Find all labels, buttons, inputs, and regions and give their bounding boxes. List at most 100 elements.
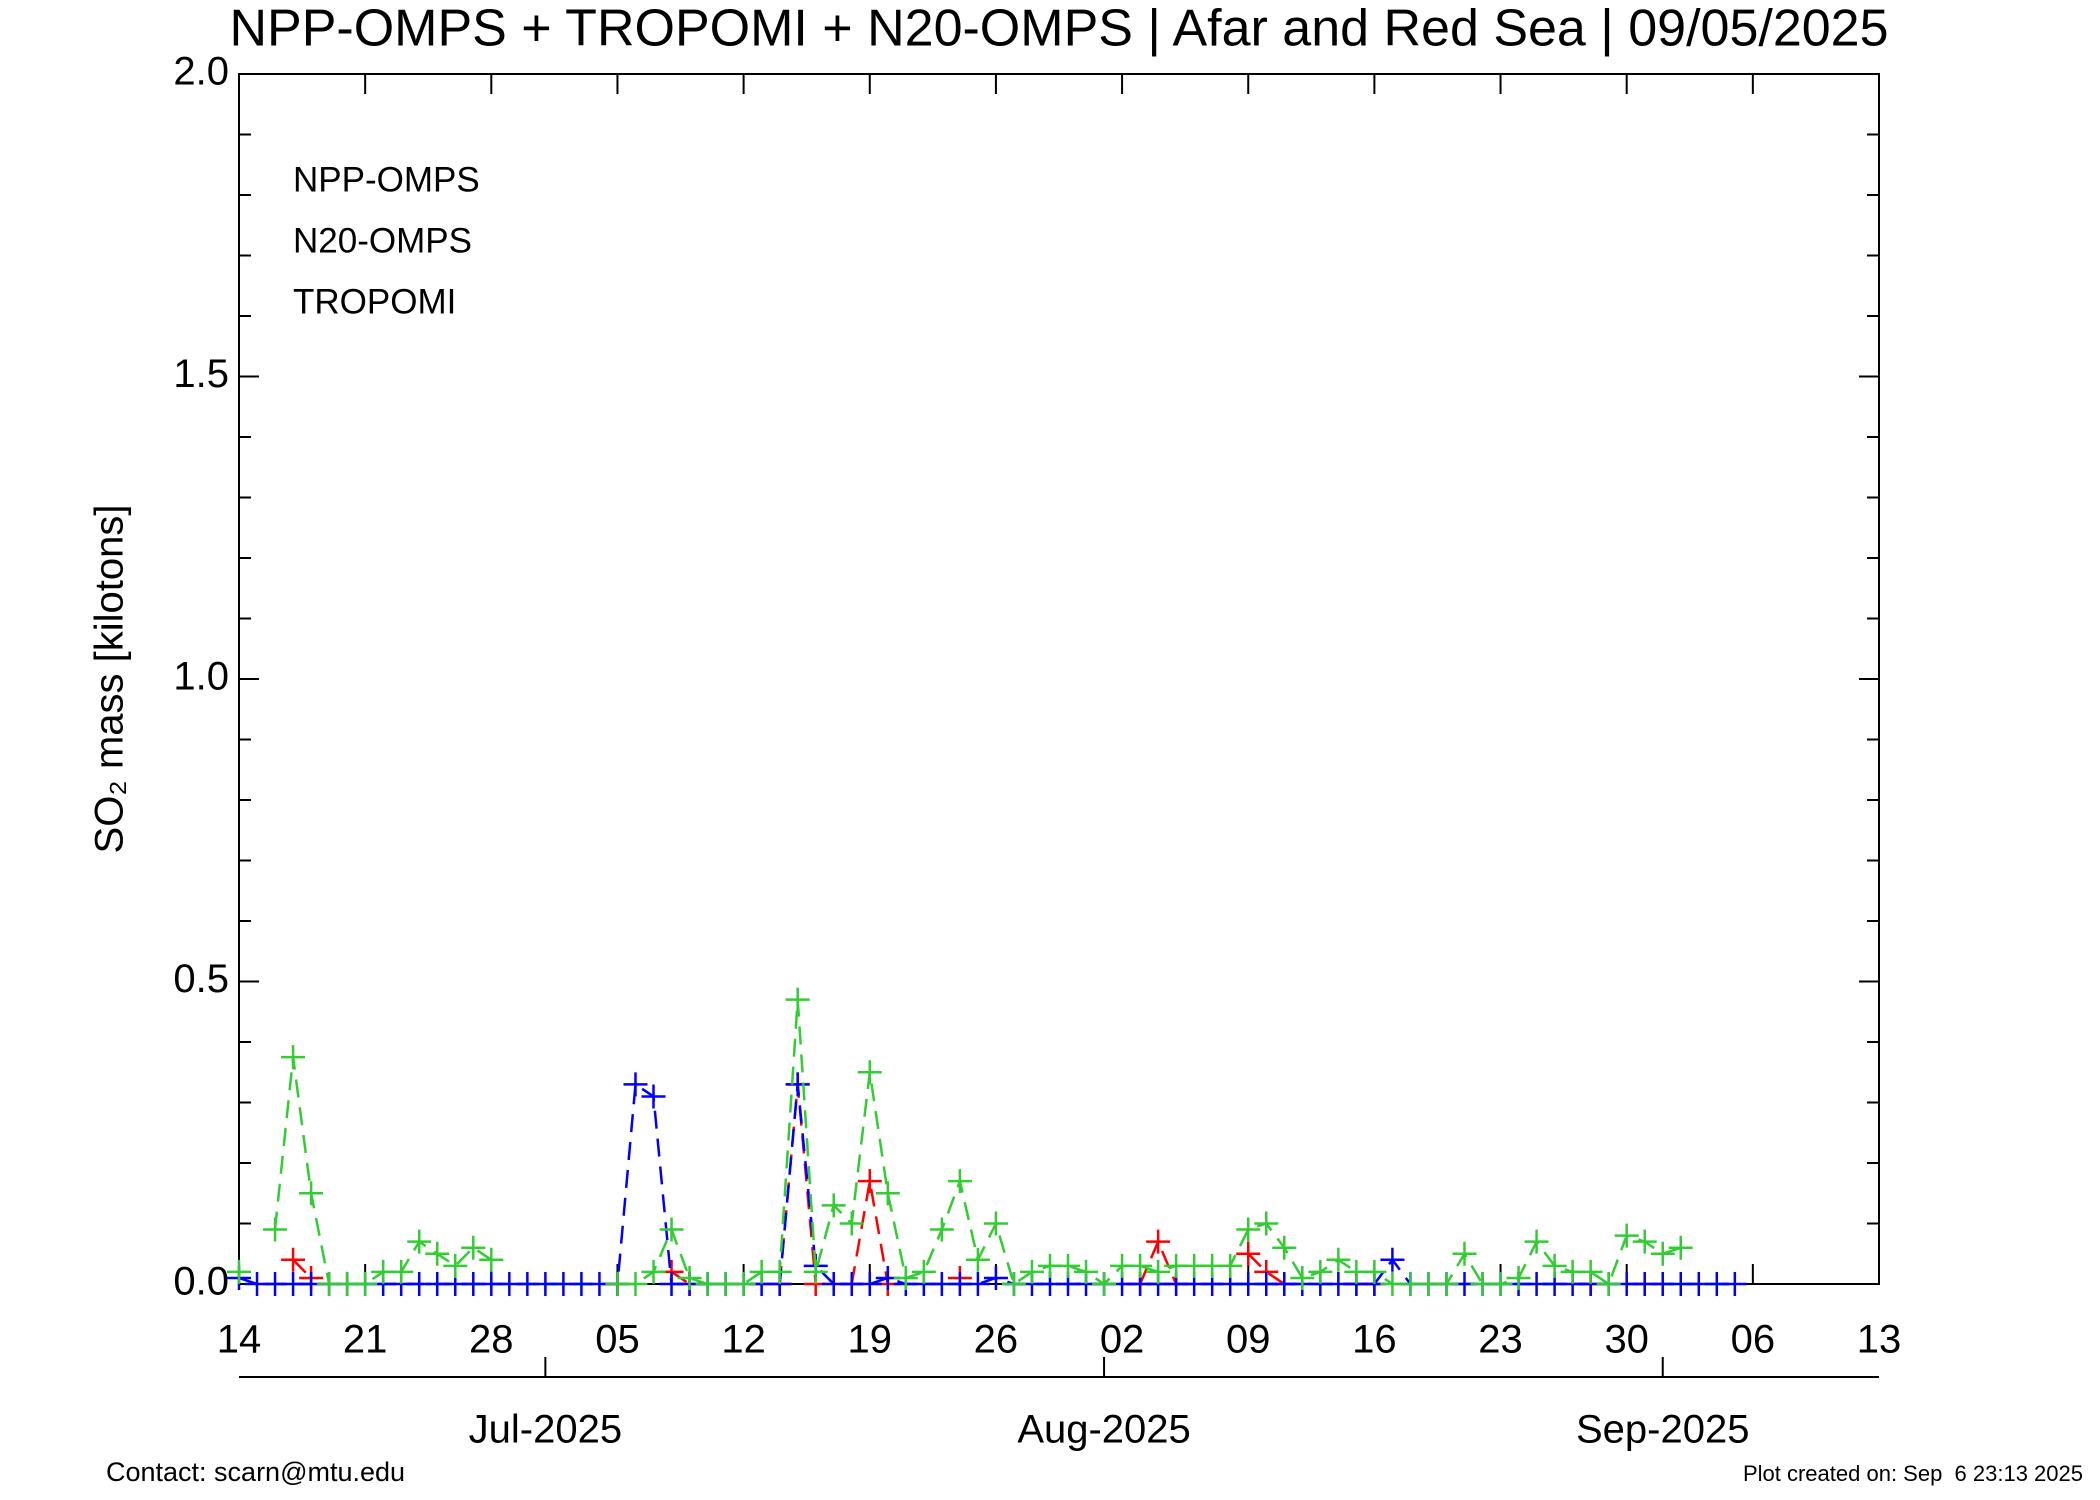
y-tick-label: 1.0 xyxy=(173,655,229,699)
x-tick-label: 12 xyxy=(721,1318,766,1362)
y-tick-label: 2.0 xyxy=(173,50,229,94)
point-marker xyxy=(857,1060,882,1085)
point-marker xyxy=(1074,1259,1099,1284)
point-marker xyxy=(965,1247,990,1272)
point-marker xyxy=(1290,1265,1315,1290)
x-tick-label: 16 xyxy=(1352,1318,1397,1362)
plot-frame xyxy=(238,73,1880,1285)
point-marker xyxy=(1001,1272,1026,1296)
point-marker xyxy=(875,1181,900,1206)
point-marker xyxy=(659,1217,684,1242)
point-marker xyxy=(1542,1253,1567,1278)
point-marker xyxy=(767,1259,792,1284)
point-marker xyxy=(1596,1272,1621,1296)
legend-entry: NPP-OMPS xyxy=(293,160,480,199)
point-marker xyxy=(353,1272,378,1296)
point-marker xyxy=(1668,1235,1693,1260)
point-marker xyxy=(857,1169,882,1194)
point-marker xyxy=(425,1241,450,1266)
point-marker xyxy=(1434,1272,1459,1296)
point-marker xyxy=(389,1259,414,1284)
point-marker xyxy=(911,1259,936,1284)
point-marker xyxy=(461,1235,486,1260)
x-tick-label: 30 xyxy=(1604,1318,1649,1362)
series-line xyxy=(293,1084,1645,1284)
point-marker xyxy=(1308,1259,1333,1284)
legend-entry: N20-OMPS xyxy=(293,221,472,260)
x-tick-label: 09 xyxy=(1226,1318,1271,1362)
point-marker xyxy=(1326,1247,1351,1272)
x-tick-label: 23 xyxy=(1478,1318,1523,1362)
created-note: Plot created on: Sep 6 23:13 2025 xyxy=(1743,1461,2083,1486)
point-marker xyxy=(641,1259,666,1284)
point-marker xyxy=(677,1265,702,1290)
point-marker xyxy=(1380,1247,1405,1272)
x-tick-label: 14 xyxy=(217,1318,262,1362)
point-marker xyxy=(803,1259,828,1284)
x-tick-label: 28 xyxy=(469,1318,514,1362)
point-marker xyxy=(263,1217,288,1242)
point-marker xyxy=(407,1229,432,1254)
point-marker xyxy=(281,1045,306,1070)
point-marker xyxy=(839,1211,864,1236)
point-marker xyxy=(857,1272,882,1296)
y-tick-label: 1.5 xyxy=(173,352,229,396)
point-marker xyxy=(443,1253,468,1278)
point-marker xyxy=(623,1072,648,1097)
point-marker xyxy=(1362,1259,1387,1284)
point-marker xyxy=(227,1259,251,1284)
point-marker xyxy=(1524,1229,1549,1254)
x-tick-label: 06 xyxy=(1731,1318,1776,1362)
point-marker xyxy=(1272,1235,1297,1260)
point-marker xyxy=(1614,1223,1639,1248)
point-marker xyxy=(1236,1241,1261,1266)
point-marker xyxy=(641,1084,666,1109)
x-tick-label: 02 xyxy=(1100,1318,1145,1362)
point-marker xyxy=(965,1272,990,1296)
point-marker xyxy=(983,1211,1008,1236)
point-marker xyxy=(1146,1259,1171,1284)
point-marker xyxy=(1236,1217,1261,1242)
point-marker xyxy=(1218,1253,1243,1278)
chart-title: NPP-OMPS + TROPOMI + N20-OMPS | Afar and… xyxy=(229,0,1888,58)
point-marker xyxy=(1578,1259,1603,1284)
y-tick-label: 0.5 xyxy=(173,957,229,1001)
point-marker xyxy=(299,1181,324,1206)
x-tick-label: 19 xyxy=(848,1318,893,1362)
point-marker xyxy=(1092,1272,1117,1296)
point-marker xyxy=(947,1169,972,1194)
point-marker xyxy=(785,987,810,1012)
point-marker xyxy=(1650,1241,1675,1266)
point-marker xyxy=(1128,1253,1153,1278)
month-label: Aug-2025 xyxy=(1017,1408,1190,1452)
point-marker xyxy=(893,1265,918,1290)
series-line xyxy=(273,999,1682,1286)
point-marker xyxy=(1146,1229,1171,1254)
point-marker xyxy=(1056,1253,1081,1278)
point-marker xyxy=(281,1247,306,1272)
point-marker xyxy=(1506,1265,1531,1290)
x-tick-label: 21 xyxy=(343,1318,388,1362)
point-marker xyxy=(785,1072,810,1097)
contact: Contact: scarn@mtu.edu xyxy=(106,1457,405,1487)
point-marker xyxy=(731,1272,756,1296)
y-axis-label: SO₂ mass [kilotons] xyxy=(88,505,132,854)
point-marker xyxy=(623,1272,648,1296)
x-tick-label: 26 xyxy=(974,1318,1019,1362)
point-marker xyxy=(821,1193,846,1218)
point-marker xyxy=(983,1265,1008,1290)
point-marker xyxy=(1488,1272,1513,1296)
point-marker xyxy=(929,1217,954,1242)
x-tick-label: 13 xyxy=(1857,1318,1902,1362)
point-marker xyxy=(479,1247,504,1272)
point-marker xyxy=(1632,1229,1657,1254)
point-marker xyxy=(1452,1241,1477,1266)
point-marker xyxy=(1019,1259,1044,1284)
y-tick-label: 0.0 xyxy=(173,1260,229,1304)
month-label: Sep-2025 xyxy=(1576,1408,1749,1452)
month-label: Jul-2025 xyxy=(469,1408,622,1452)
point-marker xyxy=(1254,1211,1279,1236)
legend-entry: TROPOMI xyxy=(293,282,456,321)
point-marker xyxy=(1722,1272,1747,1296)
